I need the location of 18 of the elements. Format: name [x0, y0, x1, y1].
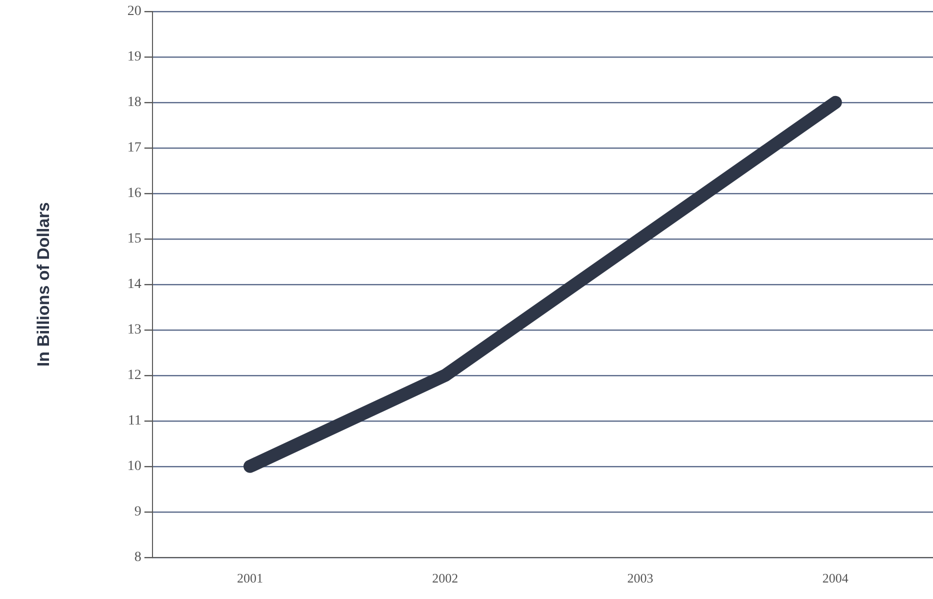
- y-tick-label: 12: [127, 368, 142, 384]
- y-tick-label: 10: [127, 459, 142, 474]
- x-tick-label: 2001: [236, 570, 263, 586]
- y-tick-label: 19: [127, 50, 142, 65]
- y-axis-title: In Billions of Dollars: [34, 202, 53, 367]
- y-tick-label: 20: [127, 4, 142, 20]
- y-tick-label: 8: [134, 550, 142, 566]
- y-tick-label: 14: [127, 277, 142, 292]
- x-tick-label: 2003: [627, 570, 654, 586]
- y-tick-label: 16: [127, 186, 142, 202]
- x-tick-label: 2004: [822, 570, 849, 586]
- y-tick-label: 18: [127, 95, 142, 110]
- y-tick-label: 13: [127, 322, 142, 338]
- x-tick-label: 2002: [432, 570, 458, 586]
- y-tick-label: 17: [127, 140, 142, 156]
- y-tick-label: 11: [128, 414, 142, 429]
- y-tick-label: 9: [134, 504, 142, 520]
- y-tick-label: 15: [127, 232, 142, 247]
